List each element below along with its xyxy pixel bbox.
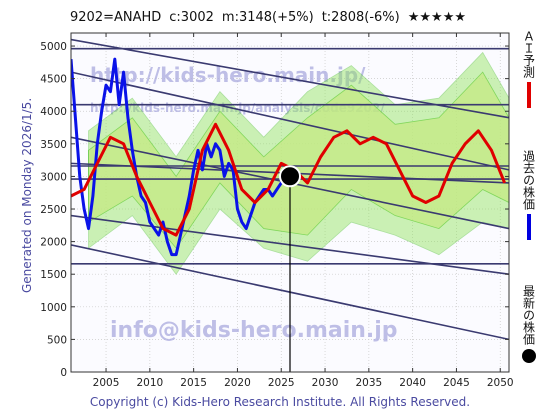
legend-label-forecast: ＡＩ予測 [521,30,536,78]
y-tick-label: 4500 [40,74,67,86]
y-tick-label: 2500 [40,204,67,216]
x-tick-label: 2005 [93,377,120,389]
x-tick-label: 2045 [443,377,470,389]
target-price: t:2808(-6%) [321,9,400,25]
legend-swatch-forecast [527,82,531,108]
legend-label-past: 過去の株価 [521,150,536,210]
chart-header: 9202=ANAHD c:3002 m:3148(+5%) t:2808(-6%… [70,6,510,28]
x-tick-label: 2010 [136,377,163,389]
y-tick-label: 2000 [40,237,67,249]
x-tick-label: 2040 [399,377,426,389]
legend-label-latest: 最新の株価 [521,285,536,345]
legend-dot-latest [522,349,536,363]
y-tick-label: 4000 [40,106,67,118]
x-tick-label: 2015 [180,377,207,389]
rating-stars: ★★★★★ [407,9,467,25]
x-tick-label: 2050 [487,377,514,389]
past-price-line [71,57,287,257]
y-tick-label: 3000 [40,171,67,183]
legend: ＡＩ予測 過去の株価 最新の株価 [514,30,544,390]
copyright-text: Copyright (c) Kids-Hero Research Institu… [89,395,471,409]
watermark-email: info@kids-hero.main.jp [110,318,398,343]
x-tick-label: 2030 [312,377,339,389]
legend-item-latest: 最新の株価 [514,285,544,363]
y-tick-label: 1500 [40,269,67,281]
current-price: c:3002 [169,9,214,25]
legend-item-forecast: ＡＩ予測 [514,30,544,108]
forecast-band [88,51,509,275]
stock-code: 9202=ANAHD [70,9,162,25]
forecast-band [88,71,509,249]
channel-line [71,71,509,171]
y-tick-label: 3500 [40,139,67,151]
legend-item-past: 過去の株価 [514,150,544,240]
y-tick-label: 5000 [40,41,67,53]
x-tick-label: 2035 [355,377,382,389]
plot-frame [70,32,510,373]
x-tick-label: 2020 [224,377,251,389]
latest-price-marker [279,165,301,188]
y-tick-label: 1000 [40,302,67,314]
ai-mid-price: m:3148(+5%) [221,9,314,25]
x-tick-label: 2025 [268,377,295,389]
y-tick-label: 500 [47,334,67,346]
y-tick-label: 0 [60,367,67,379]
legend-swatch-past [527,214,531,240]
